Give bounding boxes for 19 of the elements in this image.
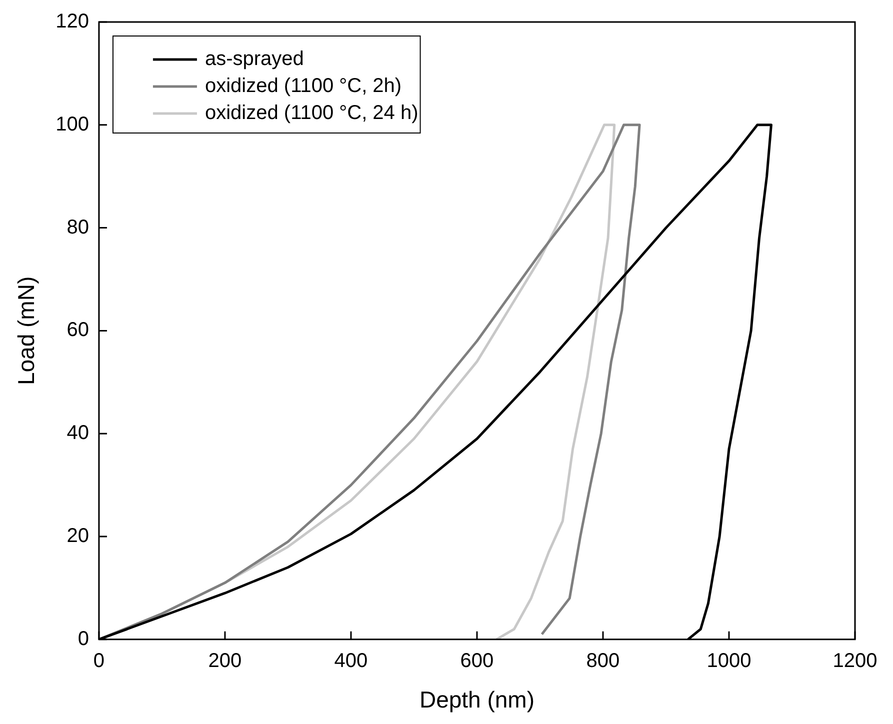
- y-tick-label: 60: [66, 319, 89, 342]
- y-axis-title: Load (mN): [13, 276, 40, 386]
- y-tick-label: 0: [78, 628, 89, 650]
- y-tick-label: 20: [66, 525, 89, 548]
- legend-label: oxidized (1100 °C, 2h): [204, 75, 402, 98]
- x-tick-label: 0: [93, 650, 105, 672]
- x-tick-label: 1000: [706, 650, 752, 672]
- y-tick-label: 40: [66, 422, 89, 444]
- x-tick-label: 200: [208, 650, 242, 672]
- legend-label: as-sprayed: [204, 48, 304, 70]
- legend-label: oxidized (1100 °C, 24 h): [204, 102, 418, 124]
- x-tick-label: 400: [334, 650, 368, 672]
- y-tick-label: 120: [56, 10, 89, 33]
- y-tick-label: 100: [56, 113, 89, 136]
- x-tick-label: 1200: [832, 650, 878, 672]
- x-axis-title: Depth (nm): [419, 686, 535, 713]
- y-tick-label: 80: [66, 216, 89, 238]
- x-tick-label: 800: [586, 650, 620, 672]
- x-tick-label: 600: [460, 650, 494, 672]
